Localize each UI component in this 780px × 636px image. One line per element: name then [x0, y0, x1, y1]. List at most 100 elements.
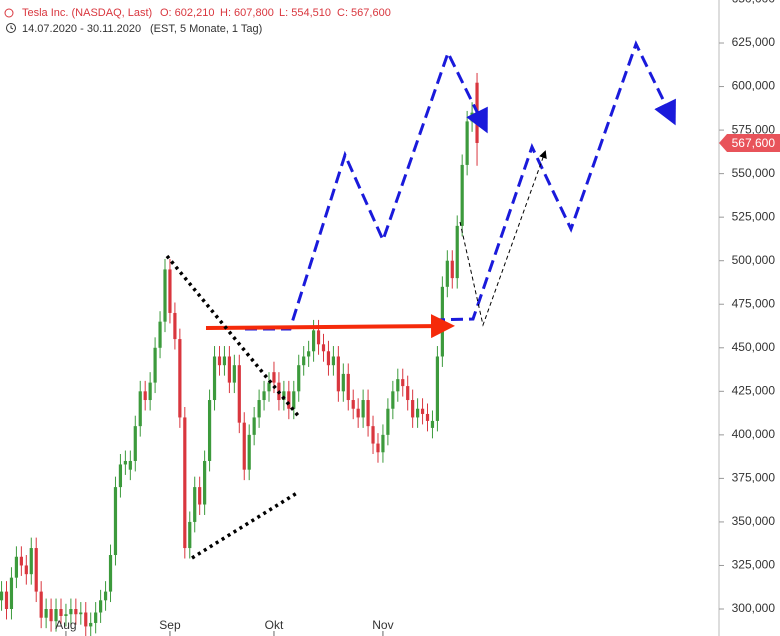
candle-body	[257, 400, 261, 418]
x-tick-label: Sep	[159, 618, 181, 632]
candle-body	[24, 565, 28, 575]
candle-body	[69, 609, 73, 615]
y-tick-label: 500,000	[732, 253, 776, 267]
candle-body	[252, 417, 256, 435]
candle-body	[321, 344, 326, 352]
x-tick-label: Nov	[372, 618, 393, 632]
candle-body	[445, 260, 449, 287]
projection-line	[459, 150, 547, 327]
candle-body	[178, 339, 182, 418]
candle-body	[64, 614, 68, 616]
candle-body	[267, 382, 271, 392]
candle-body	[153, 347, 157, 383]
candle-body	[411, 400, 415, 418]
x-tick-label: Aug	[55, 618, 76, 632]
candle-body	[29, 548, 33, 575]
candle-body	[123, 460, 127, 465]
candle-body	[138, 391, 142, 427]
candle-body	[242, 422, 246, 470]
candle-body	[237, 365, 241, 423]
candle-body	[49, 609, 53, 622]
candle-body	[302, 356, 306, 366]
candle-body	[173, 312, 177, 340]
candle-body	[212, 356, 217, 401]
candle-body	[9, 577, 14, 610]
candle-body	[143, 391, 147, 401]
candle-body	[59, 609, 63, 616]
projection-line	[245, 49, 488, 331]
subtitle-note: (EST, 5 Monate, 1 Tag)	[150, 23, 262, 35]
candle-body	[99, 600, 103, 613]
candle-body	[351, 400, 355, 409]
candle-body	[4, 591, 9, 610]
candle-body	[460, 164, 464, 226]
y-tick-label: 325,000	[732, 558, 776, 572]
candle-body	[217, 356, 222, 366]
candle-body	[158, 321, 162, 348]
candle-body	[376, 443, 380, 453]
candle-body	[198, 487, 202, 505]
candle-body	[470, 112, 474, 122]
y-tick-label: 625,000	[732, 35, 776, 49]
resistance-arrow	[205, 314, 455, 339]
candle-body	[133, 426, 137, 461]
candle-body	[89, 622, 93, 627]
candle-body	[430, 420, 435, 428]
x-tick-label: Okt	[265, 618, 284, 632]
candle-body	[34, 548, 38, 592]
y-tick-label: 425,000	[732, 383, 776, 397]
candle-body	[84, 612, 88, 627]
y-tick-label: 450,000	[732, 340, 776, 354]
candle-body	[222, 356, 227, 366]
y-tick-label: 650,000	[732, 0, 776, 6]
candle-body	[272, 372, 276, 383]
candle-body	[356, 408, 360, 418]
ohlc-label: O: 602,210	[160, 7, 214, 19]
y-tick-label: 375,000	[732, 471, 776, 485]
candle-body	[247, 434, 251, 470]
candle-body	[331, 356, 336, 366]
candle-body	[326, 351, 331, 366]
candle-body	[341, 373, 345, 392]
clock-icon	[10, 25, 14, 30]
candles	[0, 72, 479, 636]
candle-body	[207, 400, 212, 461]
candle-body	[297, 365, 301, 392]
candle-body	[287, 391, 291, 409]
candle-body	[440, 286, 444, 357]
candle-body	[232, 365, 236, 383]
candle-body	[0, 591, 4, 601]
last-price-label: 567,600	[732, 136, 776, 150]
last-price-tag	[719, 133, 780, 152]
y-tick-label: 600,000	[732, 79, 776, 93]
candle-body	[401, 379, 405, 387]
candle-body	[307, 351, 311, 357]
y-tick-label: 400,000	[732, 427, 776, 441]
candle-body	[103, 591, 108, 601]
candle-body	[188, 521, 192, 549]
candle-body	[386, 408, 390, 435]
candle-body	[336, 356, 340, 392]
candle-body	[14, 556, 19, 578]
ohlc-label: L: 554,510	[279, 7, 331, 19]
candle-body	[148, 382, 152, 401]
candle-body	[128, 460, 132, 470]
candle-body	[193, 487, 197, 522]
candle-body	[346, 373, 350, 401]
ohlc-label: C: 567,600	[337, 7, 391, 19]
candle-body	[163, 269, 167, 322]
candle-body	[416, 408, 420, 418]
ohlc-label: H: 607,800	[220, 7, 274, 19]
candle-body	[366, 400, 370, 427]
candle-body	[94, 612, 98, 623]
title: Tesla Inc. (NASDAQ, Last)	[22, 7, 152, 19]
candle-body	[118, 464, 123, 488]
candle-body	[316, 330, 321, 345]
candle-body	[168, 269, 172, 313]
projection-line	[432, 40, 676, 322]
clock-icon	[6, 23, 16, 33]
candle-body	[39, 591, 43, 618]
y-tick-label: 300,000	[732, 601, 776, 615]
candle-body	[406, 386, 410, 401]
y-tick-label: 525,000	[732, 209, 776, 223]
